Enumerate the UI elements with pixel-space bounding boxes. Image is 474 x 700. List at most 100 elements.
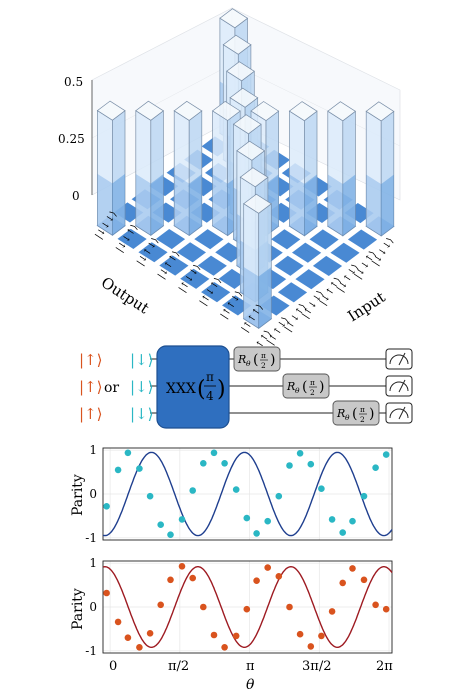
data-point xyxy=(114,618,122,626)
z-tick-025: 0.25 xyxy=(58,132,85,146)
z-tick-0: 0 xyxy=(72,189,80,203)
floor-tile xyxy=(309,229,339,250)
xxx-gate-arg-num: π xyxy=(206,370,214,384)
data-point xyxy=(339,579,347,587)
x-axis-label: θ xyxy=(246,677,255,693)
input-up-2: |↑⟩ xyxy=(79,378,102,396)
rotation-gate-arg-num: π xyxy=(360,405,365,414)
data-point xyxy=(157,601,164,609)
data-point xyxy=(286,603,293,611)
data-point xyxy=(221,460,228,467)
data-point xyxy=(243,605,251,613)
data-point xyxy=(221,644,228,651)
data-point xyxy=(114,466,122,474)
rotation-gate-sub: θ xyxy=(246,359,251,368)
circuit-diagram: |↑⟩ |↑⟩ |↑⟩ or |↓⟩ |↓⟩ |↓⟩ XXX ( π 4 ) R… xyxy=(79,345,413,429)
xxx-gate-label: XXX xyxy=(166,381,196,397)
input-up-3: |↑⟩ xyxy=(79,405,102,423)
data-point xyxy=(124,634,132,641)
bars xyxy=(96,8,395,330)
parity-plot-cyan: 1 0 -1 xyxy=(85,443,393,545)
bar xyxy=(96,100,126,236)
floor-tile xyxy=(347,229,378,250)
or-label: or xyxy=(104,380,119,396)
rotation-gate-paren-l: ( xyxy=(352,406,357,422)
data-point xyxy=(210,449,218,457)
x-tick-2pi: 2π xyxy=(376,659,393,674)
floor-tile xyxy=(201,282,231,303)
process-matrix-3d-bars: 0.5 0.25 0 |↓↓↓⟩|↓↓↑⟩|↓↑↓⟩|↓↑↑⟩|↑↓↓⟩|↑↓↑… xyxy=(58,7,401,360)
data-point xyxy=(275,573,283,580)
floor-tile xyxy=(117,228,147,249)
data-point xyxy=(232,486,240,493)
xxx-gate-arg-den: 4 xyxy=(206,389,214,403)
floor-tile xyxy=(274,255,304,276)
data-point xyxy=(178,563,186,570)
rotation-gate-sub: θ xyxy=(295,386,300,395)
y-tick-label: 0 xyxy=(89,487,97,501)
y-tick-label: 1 xyxy=(89,443,97,457)
floor-tile xyxy=(197,255,227,276)
parity-plots: 10-1 10-1 Parity Parity 0 π/2 π 3π/2 2π … xyxy=(70,443,393,693)
x-tick-0: 0 xyxy=(109,659,117,674)
bar xyxy=(243,193,272,330)
x-tick-pi-2: π/2 xyxy=(168,659,189,674)
input-down-1: |↓⟩ xyxy=(130,351,153,369)
meter-icon xyxy=(385,348,413,370)
input-axis-label: Input xyxy=(344,288,388,325)
data-point xyxy=(328,516,336,523)
floor-tile xyxy=(312,255,343,276)
data-point xyxy=(372,601,379,609)
data-point xyxy=(253,530,260,537)
bar xyxy=(135,100,165,237)
data-point xyxy=(232,632,240,640)
floor-tile xyxy=(159,255,189,276)
floor-tile xyxy=(138,242,168,263)
data-point xyxy=(318,632,325,640)
rotation-gate-paren-r: ) xyxy=(270,352,275,368)
fit-curve xyxy=(102,451,393,537)
bar xyxy=(173,100,203,237)
rotation-gate-arg-num: π xyxy=(310,378,315,387)
data-point xyxy=(167,531,174,538)
data-point xyxy=(360,576,368,584)
data-point xyxy=(296,450,304,457)
parity-plot-orange: 1 0 -1 xyxy=(85,556,393,658)
bar xyxy=(365,101,395,237)
data-point xyxy=(307,643,315,650)
data-point xyxy=(200,460,207,467)
data-point xyxy=(360,492,368,500)
data-point xyxy=(264,517,272,525)
meter-icon xyxy=(385,402,413,424)
data-point xyxy=(146,630,154,637)
y-tick-label: 1 xyxy=(89,556,97,570)
floor-tile xyxy=(271,229,301,250)
floor-tile xyxy=(292,242,322,263)
bar xyxy=(288,101,318,237)
data-point xyxy=(264,564,272,571)
data-point xyxy=(372,464,379,472)
meter-icon xyxy=(385,375,413,397)
rotation-gate-symbol: R xyxy=(286,380,295,393)
rotation-gate-paren-r: ) xyxy=(369,406,374,422)
rotation-gate-symbol: R xyxy=(237,353,246,366)
plot-frame xyxy=(102,560,393,654)
data-point xyxy=(210,631,218,639)
measurement-meters xyxy=(385,348,413,424)
data-point xyxy=(339,529,347,536)
data-point xyxy=(189,487,196,494)
data-point xyxy=(382,451,390,458)
data-point xyxy=(349,565,356,572)
ylabel-bottom: Parity xyxy=(70,588,86,630)
floor-tile xyxy=(180,268,210,289)
data-point xyxy=(286,462,293,469)
data-point xyxy=(328,608,336,615)
data-point xyxy=(136,644,143,651)
x-tick-pi: π xyxy=(246,659,255,674)
input-down-3: |↓⟩ xyxy=(130,405,153,423)
floor-tile xyxy=(194,229,224,250)
